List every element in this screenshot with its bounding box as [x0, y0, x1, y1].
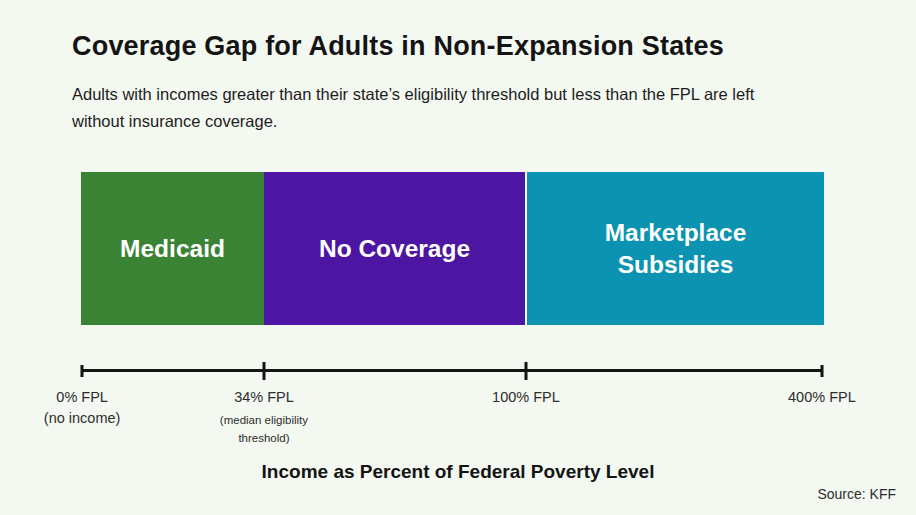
axis-line: [81, 369, 823, 372]
tick-label-text: 100% FPL: [492, 389, 560, 405]
tick-label-text: 34% FPL: [206, 389, 322, 405]
segment-marketplace-subsidies: Marketplace Subsidies: [527, 172, 824, 325]
segment-medicaid-label: Medicaid: [120, 233, 225, 265]
segment-medicaid: Medicaid: [81, 172, 264, 325]
coverage-gap-infographic: Coverage Gap for Adults in Non-Expansion…: [0, 0, 916, 515]
tick-400-fpl: [820, 365, 823, 377]
fpl-axis: [81, 362, 823, 380]
segment-no-coverage-label: No Coverage: [319, 233, 470, 265]
tick-label-text: 0% FPL: [44, 389, 121, 405]
page-title: Coverage Gap for Adults in Non-Expansion…: [72, 31, 724, 62]
coverage-range-bar: Medicaid No Coverage Marketplace Subsidi…: [81, 172, 824, 325]
tick-sublabel-text: (median eligibility threshold): [206, 411, 322, 448]
tick-label-34-fpl: 34% FPL (median eligibility threshold): [206, 389, 322, 448]
tick-label-0-fpl: 0% FPL (no income): [44, 389, 121, 426]
x-axis-title: Income as Percent of Federal Poverty Lev…: [0, 461, 916, 483]
tick-0-fpl: [81, 365, 84, 377]
subtitle-line-2: without insurance coverage.: [72, 108, 754, 135]
source-credit: Source: KFF: [817, 486, 896, 502]
tick-label-400-fpl: 400% FPL: [788, 389, 856, 405]
tick-label-text: 400% FPL: [788, 389, 856, 405]
subtitle-line-1: Adults with incomes greater than their s…: [72, 81, 754, 108]
tick-label-100-fpl: 100% FPL: [492, 389, 560, 405]
tick-34-fpl: [262, 362, 265, 380]
fpl-axis-labels: 0% FPL (no income) 34% FPL (median eligi…: [81, 389, 823, 451]
tick-100-fpl: [524, 362, 527, 380]
tick-sublabel-text: (no income): [44, 410, 121, 426]
segment-marketplace-subsidies-label: Marketplace Subsidies: [561, 217, 791, 281]
segment-no-coverage: No Coverage: [264, 172, 525, 325]
page-subtitle: Adults with incomes greater than their s…: [72, 81, 754, 134]
